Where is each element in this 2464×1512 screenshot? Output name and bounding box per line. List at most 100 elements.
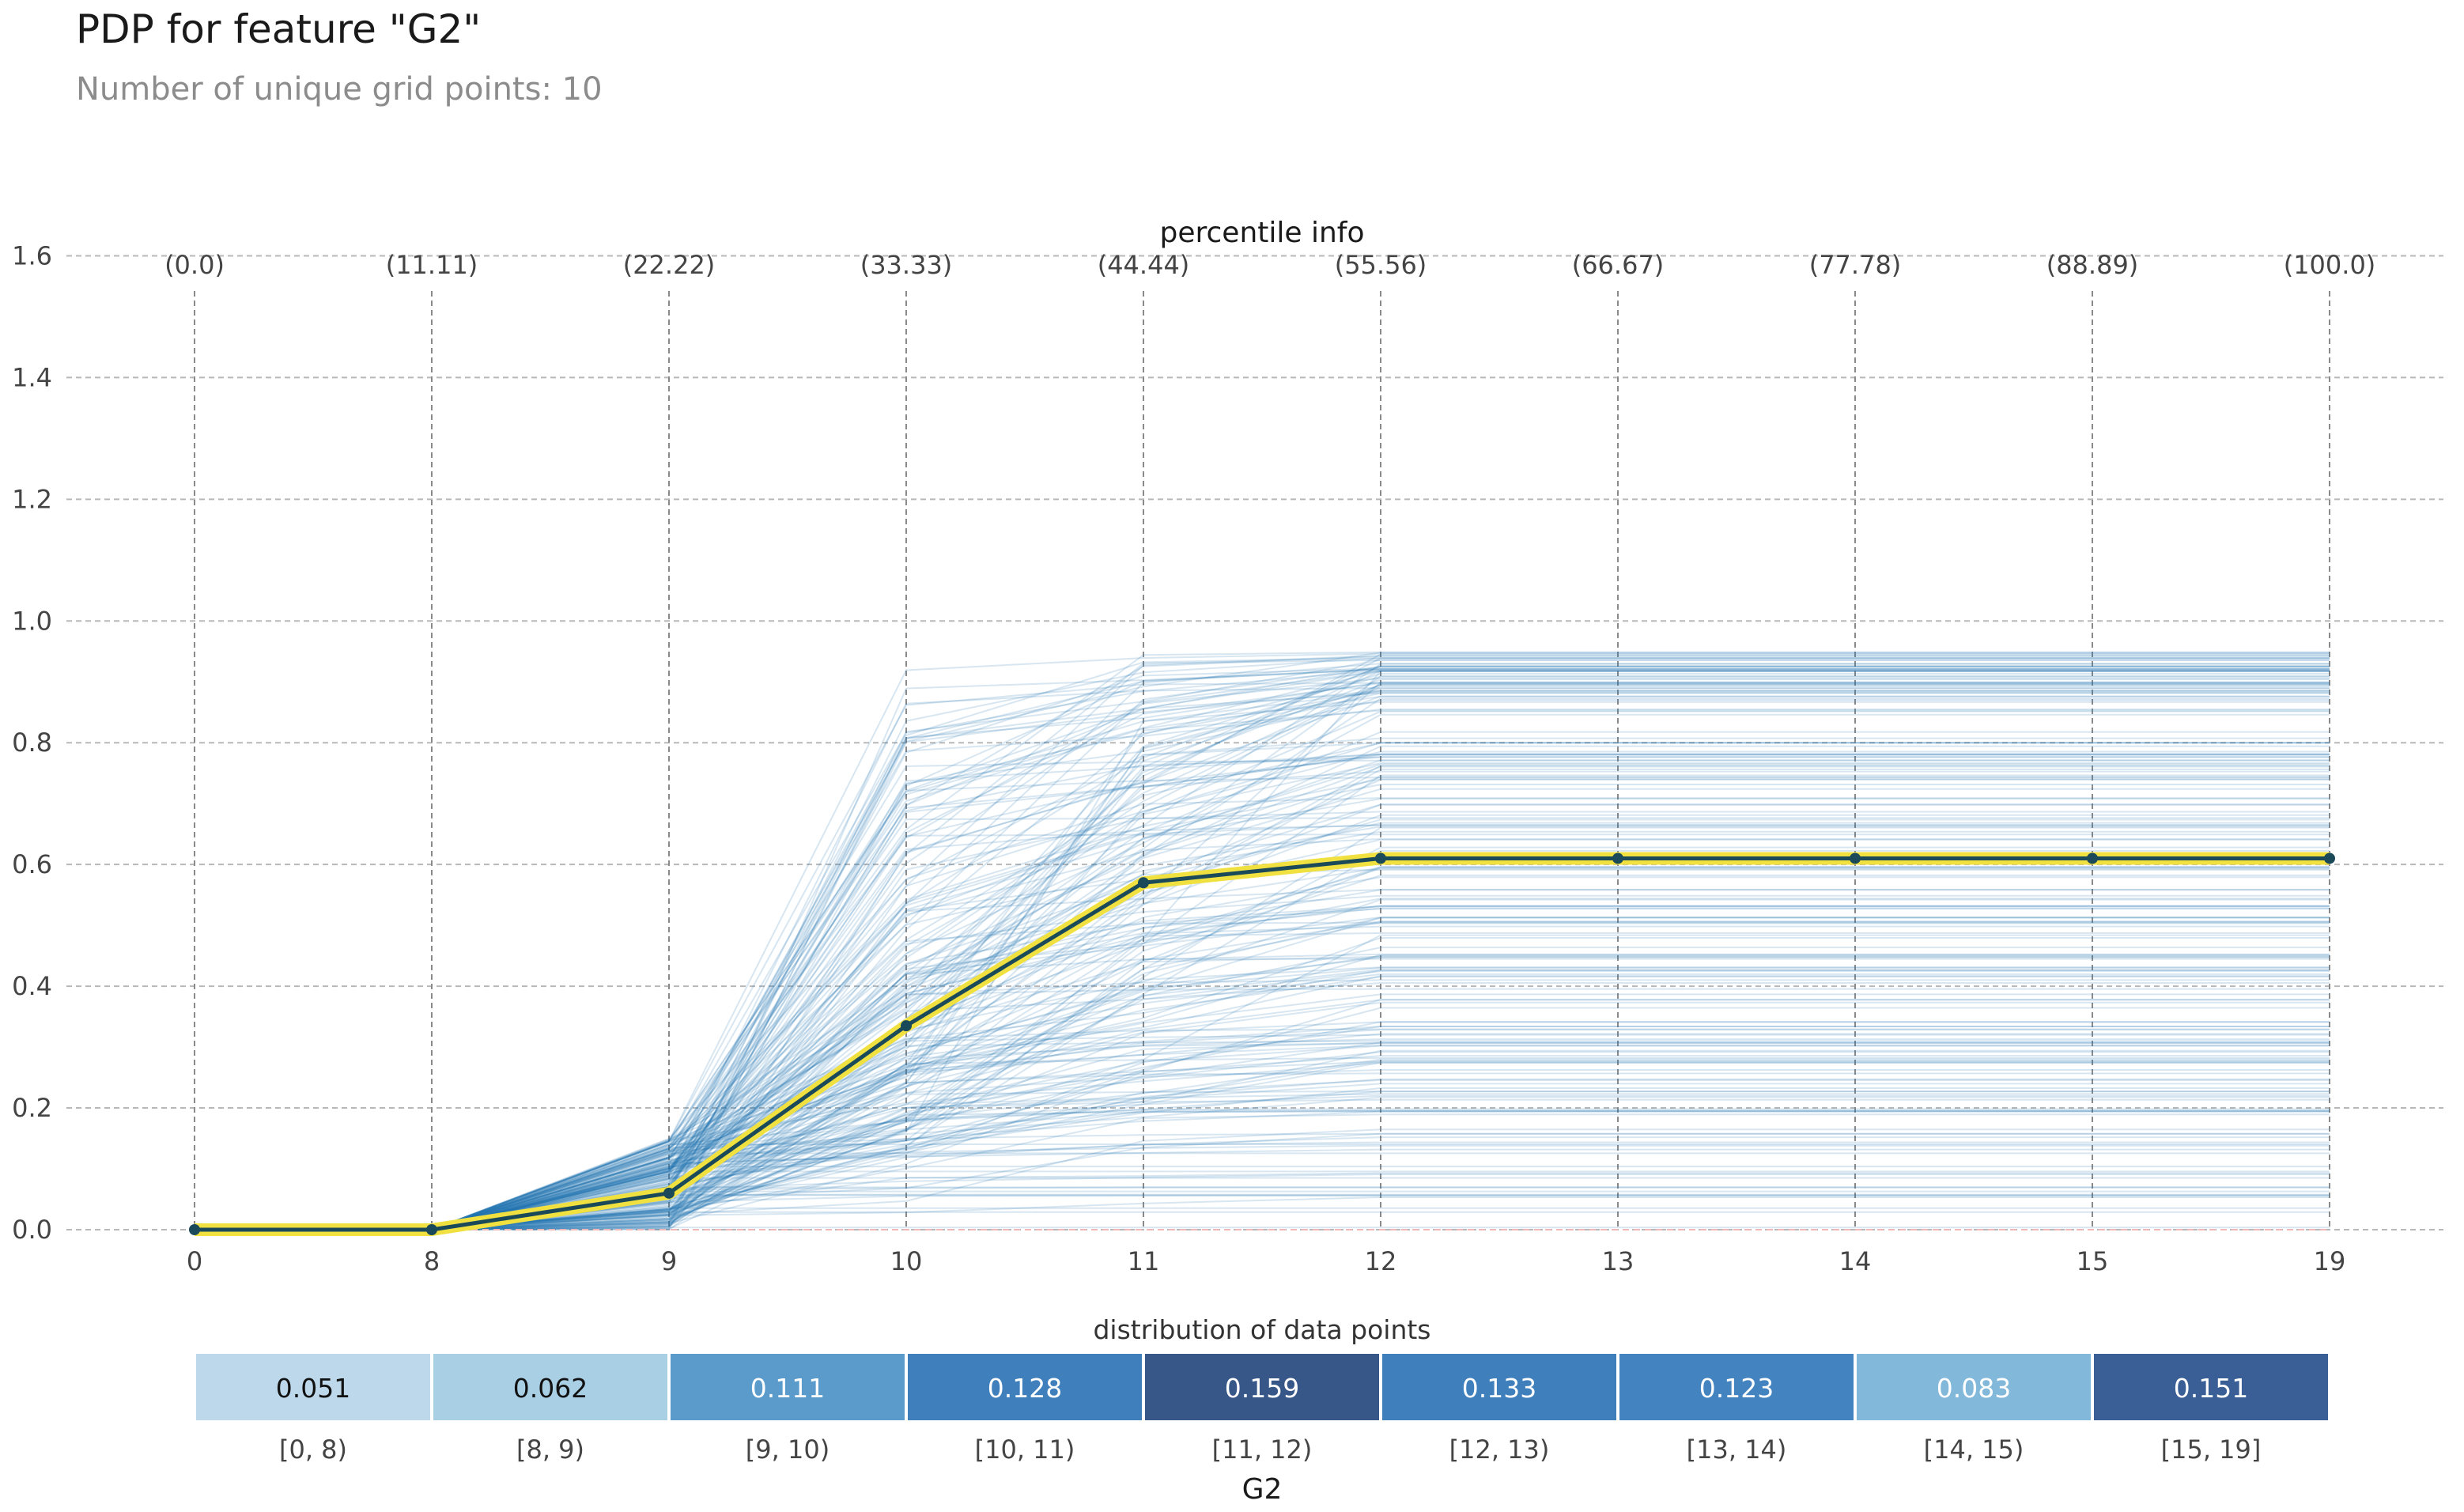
ice-line <box>195 1041 2330 1230</box>
axes-labels: 0.0 0.2 0.4 0.6 0.8 1.0 1.2 1.4 1.6 0 (0.0) 8 (11.11… <box>12 217 2375 1276</box>
y-tick-label: 0.6 <box>12 849 52 879</box>
ice-line <box>195 754 2330 1230</box>
x-tick-label: 12 <box>1365 1246 1397 1276</box>
ice-line <box>195 681 2330 1230</box>
ice-line <box>195 1040 2330 1230</box>
ice-line <box>195 670 2330 1230</box>
ice-line <box>195 1196 2330 1230</box>
ice-line <box>195 1098 2330 1230</box>
pdp-point <box>1850 852 1861 864</box>
ice-line <box>195 778 2330 1230</box>
ice-line <box>195 1094 2330 1230</box>
ice-line <box>195 908 2330 1230</box>
ice-line <box>195 867 2330 1230</box>
ice-line <box>195 708 2330 1230</box>
ice-line <box>195 665 2330 1230</box>
ice-line <box>195 762 2330 1230</box>
ice-line <box>195 1132 2330 1230</box>
ice-line <box>195 905 2330 1230</box>
ice-line <box>195 1091 2330 1230</box>
ice-line <box>195 701 2330 1230</box>
percentile-tick-label: (44.44) <box>1098 250 1190 280</box>
distribution-cell <box>671 1354 905 1420</box>
ice-line <box>195 833 2330 1230</box>
ice-line <box>195 1041 2330 1230</box>
distribution-bin-label: [11, 12) <box>1212 1435 1313 1465</box>
distribution-cell <box>1619 1354 1854 1420</box>
ice-line <box>195 1096 2330 1230</box>
ice-line <box>195 1079 2330 1230</box>
ice-line <box>195 1061 2330 1230</box>
ice-line <box>195 692 2330 1230</box>
ice-line <box>195 713 2330 1230</box>
ice-line <box>195 686 2330 1230</box>
ice-line <box>195 814 2330 1230</box>
distribution-bin-label: [0, 8) <box>279 1435 347 1465</box>
ice-line <box>195 1042 2330 1230</box>
ice-line <box>195 1109 2330 1230</box>
ice-line <box>195 1152 2330 1230</box>
percentile-tick-label: (22.22) <box>623 250 716 280</box>
distribution-cell <box>2094 1354 2328 1420</box>
ice-line <box>195 1021 2330 1230</box>
ice-line <box>195 818 2330 1230</box>
pdp-line-group <box>189 852 2335 1236</box>
ice-line <box>195 1055 2330 1230</box>
percentile-tick-label: (55.56) <box>1335 250 1427 280</box>
ice-line <box>195 731 2330 1230</box>
distribution-cell <box>1857 1354 2091 1420</box>
ice-line <box>195 1083 2330 1230</box>
distribution-cell <box>1145 1354 1379 1420</box>
ice-line <box>195 1061 2330 1230</box>
ice-line <box>195 988 2330 1230</box>
y-tick-label: 1.6 <box>12 240 52 270</box>
percentile-tick-label: (11.11) <box>386 250 478 280</box>
ice-line <box>195 765 2330 1230</box>
ice-line <box>195 675 2330 1230</box>
y-tick-label: 0.8 <box>12 728 52 758</box>
pdp-point <box>1612 852 1623 864</box>
ice-line <box>195 1033 2330 1230</box>
y-tick-label: 0.2 <box>12 1093 52 1123</box>
ice-line <box>195 669 2330 1230</box>
ice-line <box>195 737 2330 1230</box>
ice-line <box>195 993 2330 1230</box>
distribution-bar: distribution of data points 0.051 [0, 8) 0.… <box>196 1314 2328 1506</box>
x-tick-label: 11 <box>1128 1246 1160 1276</box>
ice-line <box>195 898 2330 1230</box>
ice-line <box>195 753 2330 1230</box>
pdp-point <box>426 1224 437 1235</box>
pdp-point <box>901 1020 912 1032</box>
ice-lines <box>195 651 2330 1230</box>
ice-line <box>195 788 2330 1230</box>
ice-line <box>195 1108 2330 1230</box>
x-tick-label: 15 <box>2077 1246 2109 1276</box>
percentile-tick-label: (88.89) <box>2046 250 2139 280</box>
ice-line <box>195 663 2330 1230</box>
ice-line <box>195 663 2330 1230</box>
ice-line <box>195 1141 2330 1230</box>
pdp-line <box>195 856 2330 1232</box>
ice-line <box>195 695 2330 1230</box>
ice-line <box>195 1207 2330 1230</box>
distribution-value: 0.083 <box>1937 1373 2011 1404</box>
ice-line <box>195 982 2330 1230</box>
distribution-bin-label: [15, 19] <box>2161 1435 2262 1465</box>
ice-line <box>195 1128 2330 1230</box>
ice-line <box>195 1034 2330 1230</box>
ice-line <box>195 797 2330 1230</box>
ice-line <box>195 1028 2330 1230</box>
distribution-value: 0.128 <box>988 1373 1062 1404</box>
ice-line <box>195 798 2330 1230</box>
distribution-value: 0.159 <box>1225 1373 1299 1404</box>
ice-line <box>195 763 2330 1230</box>
distribution-value: 0.062 <box>513 1373 588 1404</box>
ice-line <box>195 679 2330 1230</box>
distribution-bin-label: [10, 11) <box>975 1435 1075 1465</box>
ice-line <box>195 966 2330 1230</box>
ice-line <box>195 683 2330 1230</box>
ice-line <box>195 811 2330 1230</box>
ice-line <box>195 774 2330 1230</box>
distribution-value: 0.151 <box>2174 1373 2248 1404</box>
